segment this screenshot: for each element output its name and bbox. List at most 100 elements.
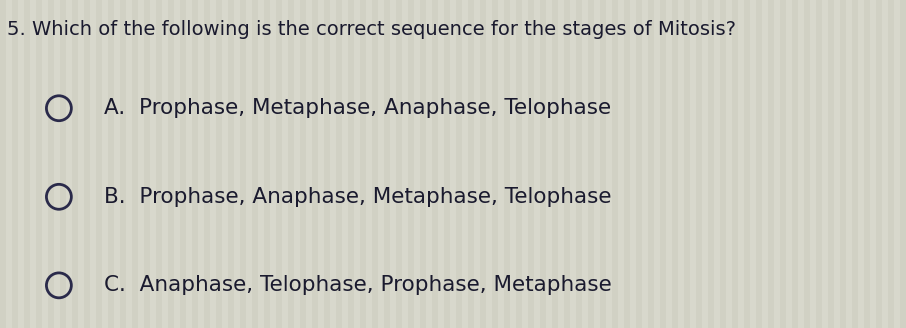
Bar (552, 0, 558, 328)
Text: 5. Which of the following is the correct sequence for the stages of Mitosis?: 5. Which of the following is the correct… (7, 20, 737, 39)
Bar (30, 0, 36, 328)
Bar (54, 0, 60, 328)
Bar (702, 0, 708, 328)
Bar (774, 0, 780, 328)
Bar (474, 0, 480, 328)
Bar (504, 0, 510, 328)
Bar (438, 0, 444, 328)
Bar (594, 0, 600, 328)
Bar (510, 0, 516, 328)
Bar (528, 0, 534, 328)
Bar (216, 0, 222, 328)
Bar (462, 0, 468, 328)
Bar (882, 0, 888, 328)
Bar (804, 0, 810, 328)
Bar (222, 0, 228, 328)
Bar (180, 0, 186, 328)
Bar (564, 0, 570, 328)
Bar (150, 0, 156, 328)
Bar (396, 0, 402, 328)
Bar (84, 0, 90, 328)
Bar (750, 0, 756, 328)
Bar (756, 0, 762, 328)
Bar (138, 0, 144, 328)
Bar (546, 0, 552, 328)
Bar (432, 0, 438, 328)
Bar (456, 0, 462, 328)
Bar (834, 0, 840, 328)
Bar (204, 0, 210, 328)
Bar (264, 0, 270, 328)
Bar (6, 0, 12, 328)
Bar (888, 0, 894, 328)
Bar (780, 0, 786, 328)
Bar (576, 0, 582, 328)
Bar (174, 0, 180, 328)
Bar (360, 0, 366, 328)
Bar (612, 0, 618, 328)
Bar (762, 0, 768, 328)
Bar (66, 0, 72, 328)
Bar (744, 0, 750, 328)
Bar (198, 0, 204, 328)
Bar (18, 0, 24, 328)
Bar (0, 0, 6, 328)
Bar (708, 0, 714, 328)
Bar (42, 0, 48, 328)
Bar (660, 0, 666, 328)
Bar (876, 0, 882, 328)
Bar (900, 0, 906, 328)
Bar (444, 0, 450, 328)
Bar (732, 0, 738, 328)
Bar (570, 0, 576, 328)
Bar (402, 0, 408, 328)
Bar (252, 0, 258, 328)
Bar (654, 0, 660, 328)
Bar (720, 0, 726, 328)
Bar (696, 0, 702, 328)
Bar (852, 0, 858, 328)
Bar (828, 0, 834, 328)
Bar (468, 0, 474, 328)
Bar (624, 0, 630, 328)
Bar (822, 0, 828, 328)
Bar (534, 0, 540, 328)
Bar (636, 0, 642, 328)
Bar (840, 0, 846, 328)
Bar (672, 0, 678, 328)
Bar (228, 0, 234, 328)
Bar (714, 0, 720, 328)
Bar (258, 0, 264, 328)
Bar (540, 0, 546, 328)
Bar (330, 0, 336, 328)
Bar (420, 0, 426, 328)
Bar (234, 0, 240, 328)
Bar (642, 0, 648, 328)
Bar (678, 0, 684, 328)
Text: A.  Prophase, Metaphase, Anaphase, Telophase: A. Prophase, Metaphase, Anaphase, Teloph… (104, 98, 612, 118)
Bar (288, 0, 294, 328)
Bar (726, 0, 732, 328)
Bar (792, 0, 798, 328)
Bar (516, 0, 522, 328)
Bar (630, 0, 636, 328)
Bar (768, 0, 774, 328)
Bar (384, 0, 390, 328)
Bar (48, 0, 54, 328)
Bar (108, 0, 114, 328)
Bar (96, 0, 102, 328)
Bar (666, 0, 672, 328)
Bar (126, 0, 132, 328)
Bar (414, 0, 420, 328)
Bar (894, 0, 900, 328)
Bar (144, 0, 150, 328)
Bar (348, 0, 354, 328)
Bar (210, 0, 216, 328)
Bar (156, 0, 162, 328)
Text: C.  Anaphase, Telophase, Prophase, Metaphase: C. Anaphase, Telophase, Prophase, Metaph… (104, 276, 612, 295)
Bar (324, 0, 330, 328)
Bar (798, 0, 804, 328)
Bar (294, 0, 300, 328)
Bar (90, 0, 96, 328)
Text: B.  Prophase, Anaphase, Metaphase, Telophase: B. Prophase, Anaphase, Metaphase, Teloph… (104, 187, 612, 207)
